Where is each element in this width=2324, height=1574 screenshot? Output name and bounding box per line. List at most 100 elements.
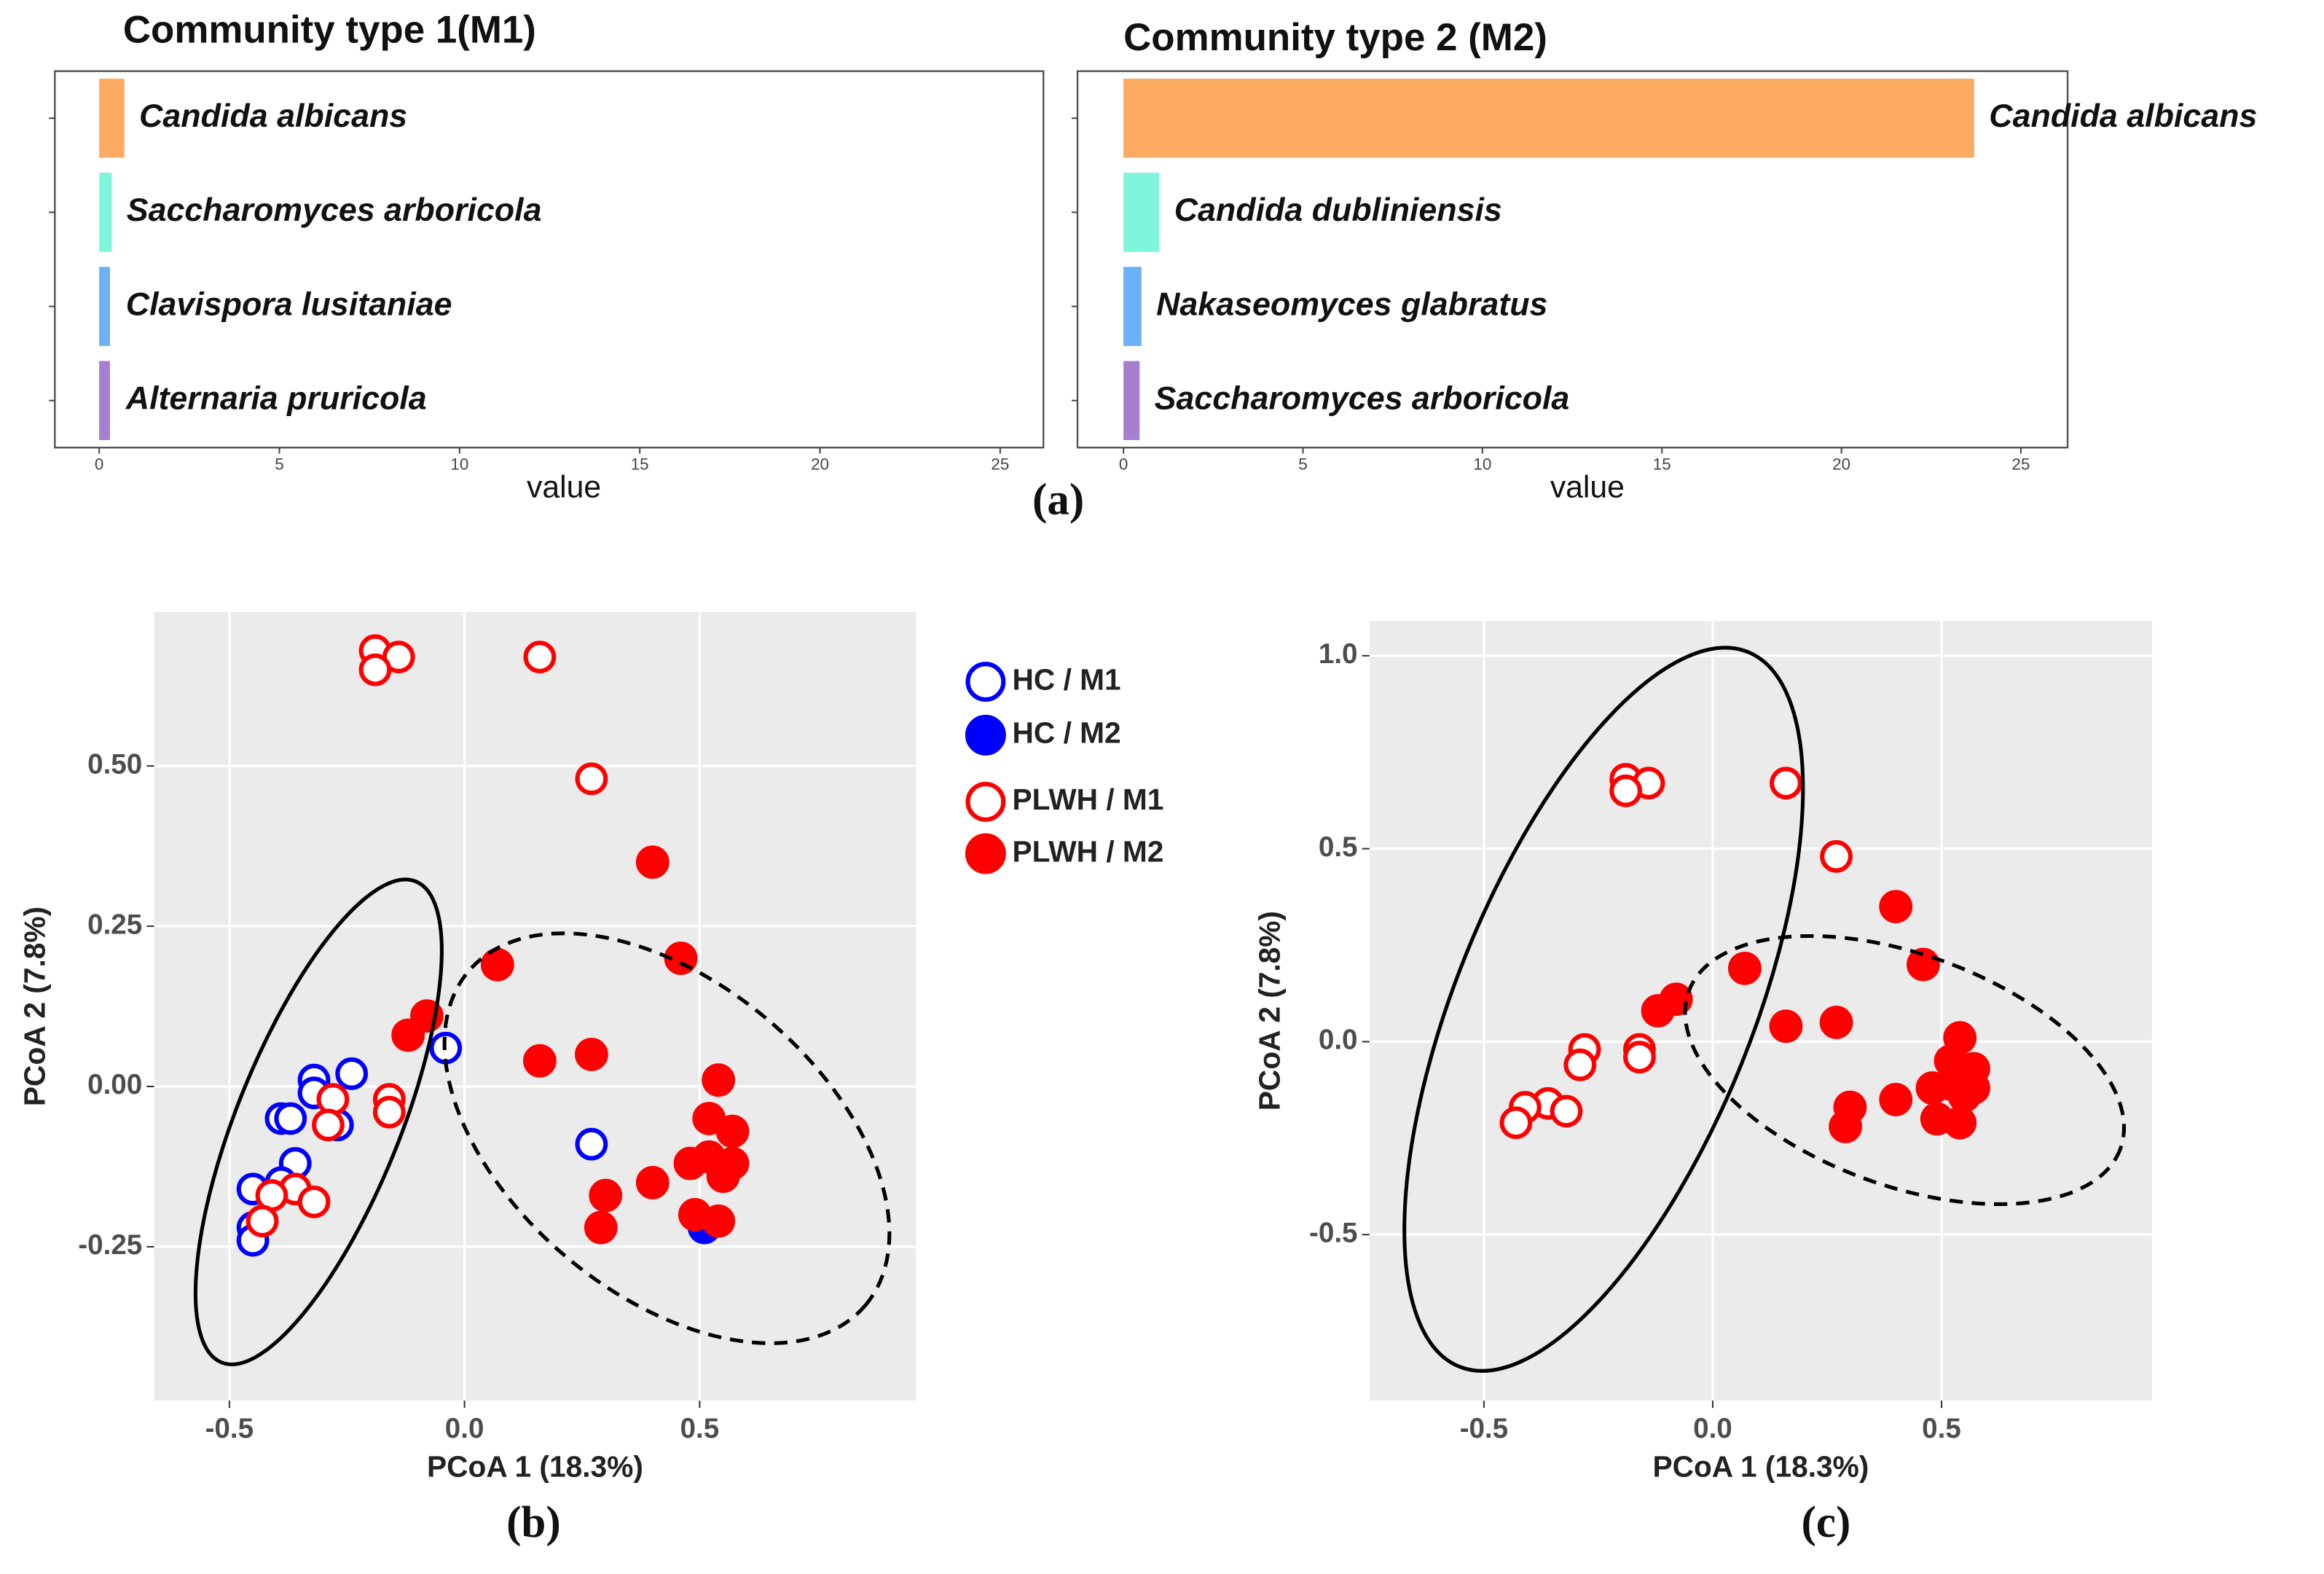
x-tick-label: 5 (1298, 455, 1307, 474)
point (1820, 839, 1853, 873)
x-axis-title: value (527, 469, 601, 504)
chart-title: Community type 2 (M2) (1123, 16, 1547, 59)
legend-marker (965, 833, 1006, 874)
bar (99, 78, 125, 158)
y-tick-label: 1.0 (1319, 638, 1358, 670)
point (274, 1102, 307, 1135)
legend-label: HC / M2 (1013, 716, 1121, 750)
x-tick-label: 0.5 (680, 1413, 720, 1444)
point (523, 641, 557, 673)
x-tick-label: 10 (450, 455, 468, 474)
x-tick-label: -0.5 (205, 1413, 254, 1444)
point (1609, 774, 1642, 807)
y-tick-label: 0.0 (1319, 1025, 1358, 1056)
point (391, 1018, 425, 1052)
bar-label: Clavispora lusitaniae (126, 286, 452, 322)
y-tick-label: -0.25 (78, 1229, 142, 1261)
legend-marker (965, 662, 1006, 702)
grid (154, 612, 2153, 1401)
point (575, 1038, 608, 1071)
legend-label: HC / M1 (1013, 662, 1121, 696)
bar-label: Saccharomyces arboricola (127, 192, 542, 228)
y-tick-label: 0.50 (87, 748, 142, 780)
y-tick-label: 0.5 (1319, 831, 1358, 863)
point (246, 1205, 279, 1238)
chart-title: Community type 1(M1) (123, 9, 536, 52)
point (1728, 951, 1762, 985)
plot-frame (1076, 70, 2069, 449)
point (1879, 890, 1913, 924)
x-tick-label: 15 (1653, 455, 1671, 474)
point (1907, 947, 1940, 982)
point (575, 1127, 608, 1161)
point (1879, 1083, 1913, 1116)
y-tick-label: 0.25 (87, 909, 142, 940)
point (480, 947, 514, 982)
point (1947, 1078, 1982, 1113)
ellipse-m2 (1683, 933, 2127, 1206)
ellipse-m1 (193, 877, 444, 1366)
bar (99, 173, 112, 252)
legend-marker (965, 714, 1006, 756)
labels: (a) (b) (c) Community type 1(M1) value 0 5 1… (18, 9, 2258, 1547)
ellipse-m2 (442, 931, 892, 1345)
y-axis-title: PCoA 2 (7.8%) (1252, 911, 1286, 1111)
x-tick-label: 20 (1832, 455, 1850, 474)
x-axis-title: PCoA 1 (18.3%) (427, 1449, 643, 1483)
bar (1123, 361, 1140, 440)
point (297, 1185, 331, 1218)
bar (99, 361, 110, 440)
point (1769, 1009, 1803, 1044)
plot-frame (54, 70, 1045, 449)
x-axis-title: PCoA 1 (18.3%) (1652, 1449, 1869, 1483)
ellipse-m1 (1402, 646, 1805, 1373)
x-tick-label: 10 (1473, 455, 1491, 474)
point (584, 1210, 618, 1245)
point (1829, 1110, 1863, 1143)
x-tick-label: 25 (2012, 455, 2030, 474)
legend-marker (965, 781, 1006, 822)
bar (1123, 78, 1974, 158)
bar-label: Alternaria pruricola (125, 380, 427, 416)
bar-label: Candida albicans (139, 98, 407, 134)
panel-label: (a) (1032, 476, 1084, 525)
legend-label: PLWH / M2 (1013, 834, 1164, 868)
point (706, 1159, 740, 1194)
bar-label: Nakaseomyces glabratus (1156, 286, 1547, 322)
point (715, 1114, 750, 1148)
x-tick-label: 20 (811, 455, 829, 474)
bar (1123, 267, 1142, 346)
x-tick-label: 25 (991, 455, 1009, 474)
y-tick-label: -0.5 (1309, 1218, 1358, 1249)
bar-label: Candida albicans (1989, 98, 2257, 134)
point (1623, 1041, 1656, 1074)
x-axis-title: value (1550, 469, 1625, 504)
point (522, 1044, 557, 1078)
point (1943, 1105, 1977, 1140)
ellipses (193, 646, 2127, 1373)
point (1641, 994, 1675, 1027)
point (316, 1083, 350, 1116)
x-tick-label: 0.0 (445, 1413, 484, 1444)
x-tick-label: 0 (1119, 455, 1128, 474)
x-tick-label: 0 (95, 455, 103, 474)
y-axis-title: PCoA 2 (7.8%) (18, 907, 52, 1106)
x-tick-label: 15 (631, 455, 649, 474)
panel-label: (b) (506, 1498, 561, 1547)
point (635, 1166, 670, 1199)
x-tick-label: -0.5 (1460, 1413, 1509, 1444)
legend-label: PLWH / M1 (1013, 783, 1164, 816)
x-tick-label: 0.0 (1693, 1413, 1732, 1444)
bar (99, 267, 110, 346)
point (358, 653, 392, 686)
point (702, 1063, 736, 1097)
point (1550, 1095, 1583, 1128)
backgrounds (154, 612, 2153, 1401)
point (1819, 1006, 1853, 1039)
point (1563, 1048, 1597, 1081)
x-tick-label: 5 (275, 455, 283, 474)
point (1770, 767, 1802, 800)
point (702, 1204, 736, 1238)
bar-label: Saccharomyces arboricola (1155, 380, 1570, 416)
